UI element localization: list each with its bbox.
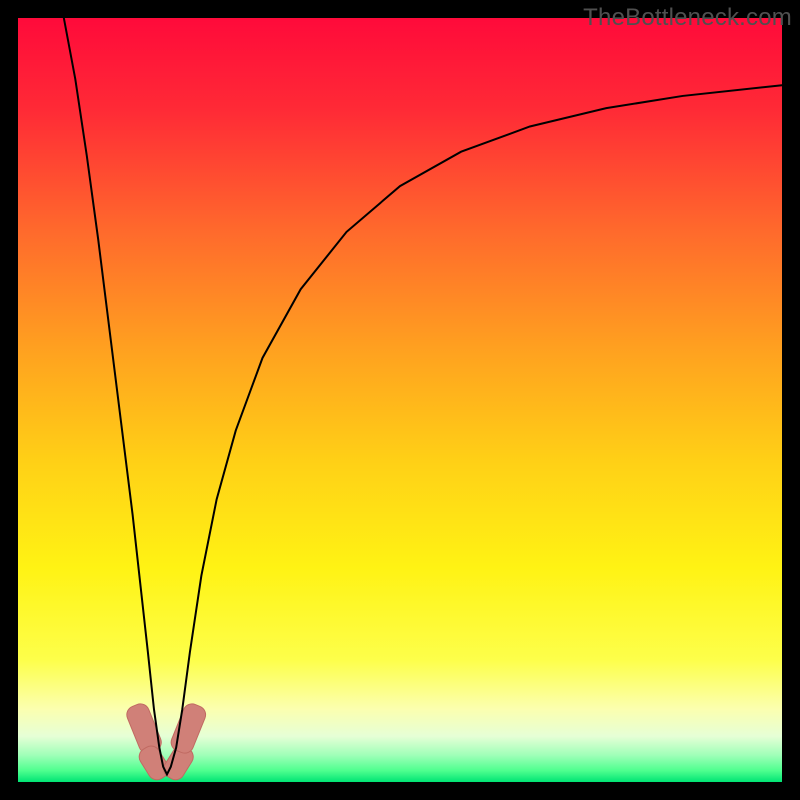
- chart-container: TheBottleneck.com: [0, 0, 800, 800]
- gradient-background: [18, 18, 782, 782]
- watermark-text: TheBottleneck.com: [583, 4, 792, 32]
- bottleneck-chart: [0, 0, 800, 800]
